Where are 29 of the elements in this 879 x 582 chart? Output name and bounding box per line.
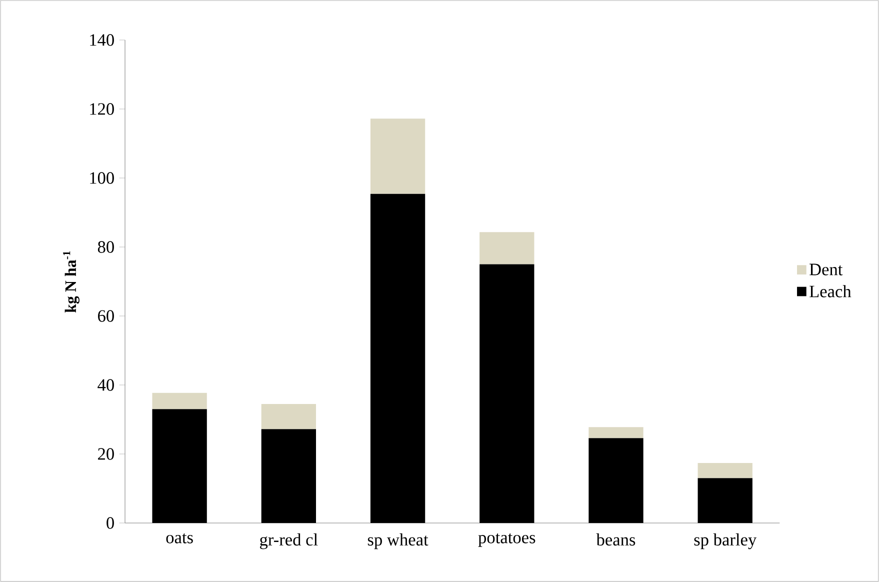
bar — [261, 404, 316, 430]
y-tick-label: 0 — [106, 517, 114, 529]
y-tick-label: 80 — [98, 241, 114, 253]
legend-label: Leach — [810, 285, 852, 298]
y-tick-label: 140 — [90, 34, 114, 46]
y-tick-label: 120 — [90, 103, 114, 115]
x-tick-label: potatoes — [478, 533, 536, 547]
bar — [152, 392, 207, 410]
bar — [588, 427, 644, 438]
bar — [588, 438, 644, 523]
bar — [698, 478, 752, 523]
x-tick-label: oats — [166, 533, 193, 544]
x-tick-label: sp wheat — [368, 533, 428, 550]
bar — [152, 409, 207, 523]
legend-label: Dent — [810, 264, 843, 276]
bar — [370, 194, 426, 523]
bar — [480, 232, 534, 264]
bar — [370, 118, 426, 194]
y-tick-label: 100 — [90, 172, 114, 184]
y-tick-label: 60 — [98, 310, 114, 322]
bar — [480, 264, 534, 523]
x-tick-label: gr-red cl — [260, 533, 318, 550]
y-axis-title: kg N ha$^{-1}$ — [63, 251, 80, 313]
bar — [698, 462, 752, 478]
y-tick-label: 20 — [98, 448, 114, 460]
y-tick-label: 40 — [98, 379, 114, 391]
bar — [261, 429, 316, 523]
x-tick-label: beans — [596, 533, 636, 546]
x-tick-label: sp barley — [694, 533, 757, 550]
